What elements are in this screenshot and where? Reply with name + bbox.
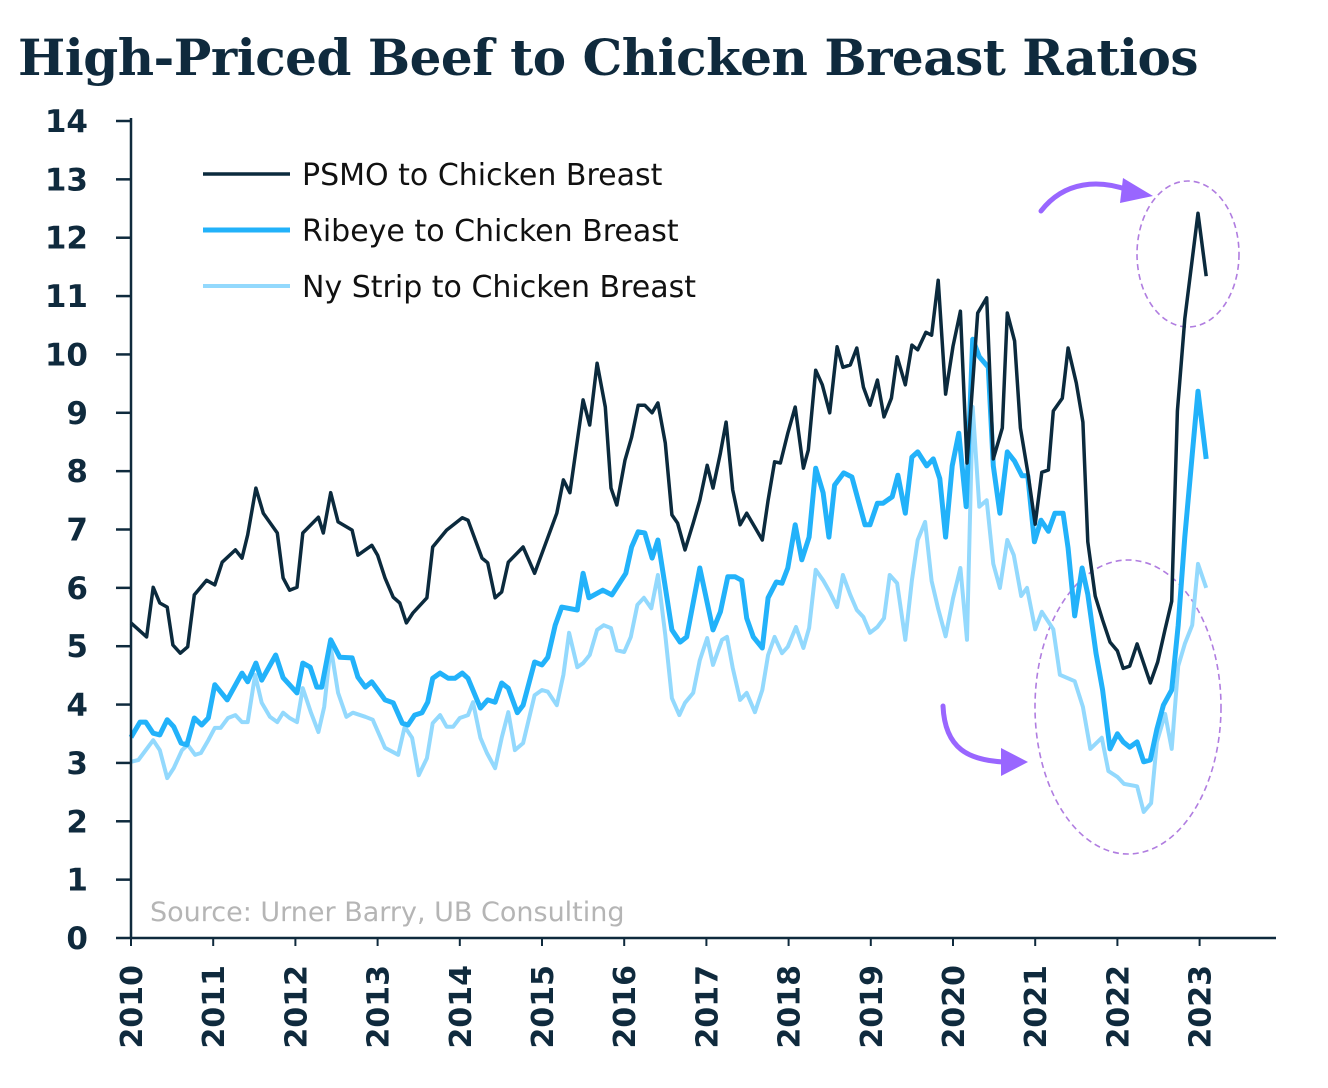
x-tick-label: 2014	[444, 965, 479, 1049]
highlight-circle-trough	[1034, 559, 1222, 855]
y-tick-label: 1	[66, 863, 88, 899]
y-tick-label: 3	[66, 746, 88, 782]
legend-item: PSMO to Chicken Breast	[203, 158, 663, 193]
y-tick-label: 5	[66, 629, 88, 665]
highlight-circle-peak	[1136, 180, 1240, 328]
y-tick-label: 0	[66, 921, 88, 957]
x-tick-label: 2010	[115, 965, 150, 1049]
annotations	[940, 178, 1240, 855]
arrow-icon-peak	[1038, 178, 1153, 214]
series-line-ribeye-to-chicken-breast	[128, 336, 1209, 765]
arrow-icon-trough	[940, 703, 1028, 776]
x-tick-label: 2020	[937, 965, 972, 1049]
y-tick-label: 2	[66, 804, 88, 840]
chart-title: High-Priced Beef to Chicken Breast Ratio…	[18, 28, 1198, 87]
x-tick-label: 2011	[197, 965, 232, 1049]
x-tick-label: 2015	[526, 965, 561, 1049]
legend-label: Ny Strip to Chicken Breast	[302, 270, 696, 305]
y-tick-label: 7	[66, 513, 88, 549]
legend-item: Ny Strip to Chicken Breast	[203, 270, 696, 305]
source-note: Source: Urner Barry, UB Consulting	[150, 897, 625, 928]
series-lines	[128, 211, 1209, 814]
x-tick-label: 2012	[279, 965, 314, 1049]
x-tick-label: 2023	[1184, 965, 1219, 1049]
x-tick-label: 2022	[1101, 965, 1136, 1049]
x-tick-label: 2016	[608, 965, 643, 1049]
legend-label: PSMO to Chicken Breast	[302, 158, 663, 193]
legend-label: Ribeye to Chicken Breast	[302, 214, 679, 249]
x-tick-label: 2021	[1019, 965, 1054, 1049]
y-tick-label: 13	[45, 162, 88, 198]
y-tick-label: 14	[45, 104, 88, 140]
x-tick-label: 2019	[855, 965, 890, 1049]
y-tick-label: 9	[66, 396, 88, 432]
y-tick-label: 12	[45, 221, 88, 257]
series-line-psmo-to-chicken-breast	[129, 211, 1208, 685]
y-tick-label: 8	[66, 454, 88, 490]
y-tick-label: 10	[45, 337, 88, 373]
x-tick-label: 2017	[690, 965, 725, 1049]
y-tick-label: 6	[66, 571, 88, 607]
legend: PSMO to Chicken Breast Ribeye to Chicken …	[203, 158, 696, 305]
y-tick-label: 11	[45, 279, 88, 315]
legend-item: Ribeye to Chicken Breast	[203, 214, 679, 249]
series-line-ny-strip-to-chicken-breast	[130, 405, 1209, 814]
x-tick-label: 2018	[773, 965, 808, 1049]
x-tick-label: 2013	[362, 965, 397, 1049]
y-tick-label: 4	[66, 688, 88, 724]
